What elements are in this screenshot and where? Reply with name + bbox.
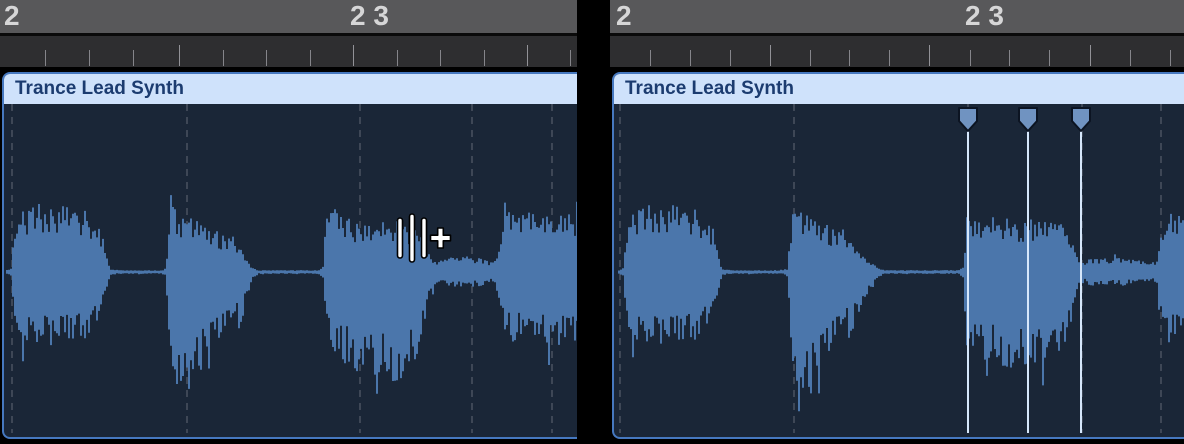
flex-marker[interactable]	[1071, 107, 1091, 433]
bar-ruler[interactable]: 2 2 3	[610, 0, 1184, 36]
ruler-tick	[1049, 50, 1050, 66]
ruler-tick	[266, 50, 267, 66]
ruler-tick	[179, 45, 180, 66]
flex-tool-cursor	[396, 213, 452, 263]
audio-region: Trance Lead Synth	[2, 72, 577, 439]
ruler-tick	[89, 50, 90, 66]
ruler-tick	[1130, 50, 1131, 66]
ruler-tick	[650, 50, 651, 66]
division-ruler[interactable]	[610, 36, 1184, 67]
ruler-label: 2	[4, 0, 20, 31]
waveform-canvas	[618, 104, 1184, 433]
bar-ruler[interactable]: 2 2 3	[0, 0, 577, 36]
ruler-tick	[440, 50, 441, 66]
ruler-tick	[223, 50, 224, 66]
ruler-tick	[929, 45, 930, 66]
ruler-label: 2 3	[350, 0, 389, 31]
ruler-tick	[570, 50, 571, 66]
ruler-tick	[527, 45, 528, 66]
audio-waveform	[6, 195, 577, 394]
panel-after-flex: 2 2 3 Trance Lead Synth	[610, 0, 1184, 444]
panel-before-flex: 2 2 3 Trance Lead Synth	[0, 0, 577, 444]
flex-marker[interactable]	[958, 107, 978, 433]
ruler-tick	[1170, 50, 1171, 66]
ruler-label: 2 3	[965, 0, 1004, 31]
audio-region: Trance Lead Synth	[612, 72, 1184, 439]
waveform-canvas	[6, 104, 577, 433]
ruler-label: 2	[616, 0, 632, 31]
region-header[interactable]: Trance Lead Synth	[614, 74, 1184, 104]
ruler-tick	[1090, 45, 1091, 66]
ruler-tick	[770, 45, 771, 66]
flex-marker[interactable]	[1018, 107, 1038, 433]
region-body[interactable]	[4, 104, 577, 437]
audio-waveform	[618, 205, 1184, 412]
ruler-tick	[45, 50, 46, 66]
ruler-tick	[690, 50, 691, 66]
plus-icon	[429, 227, 452, 249]
ruler-tick	[484, 50, 485, 66]
region-name: Trance Lead Synth	[15, 78, 184, 99]
ruler-tick	[1009, 50, 1010, 66]
division-ruler[interactable]	[0, 36, 577, 67]
ruler-tick	[730, 50, 731, 66]
ruler-tick	[849, 50, 850, 66]
ruler-tick	[310, 50, 311, 66]
flex-marker-handle[interactable]	[1071, 107, 1091, 132]
region-header[interactable]: Trance Lead Synth	[4, 74, 577, 104]
ruler-tick	[810, 50, 811, 66]
ruler-tick	[353, 45, 354, 66]
ruler-tick	[397, 50, 398, 66]
region-body[interactable]	[614, 104, 1184, 437]
ruler-tick	[133, 50, 134, 66]
ruler-tick	[889, 50, 890, 66]
ruler-tick	[970, 50, 971, 66]
flex-marker-handle[interactable]	[1018, 107, 1038, 132]
flex-marker-handle[interactable]	[958, 107, 978, 132]
region-name: Trance Lead Synth	[625, 78, 794, 99]
